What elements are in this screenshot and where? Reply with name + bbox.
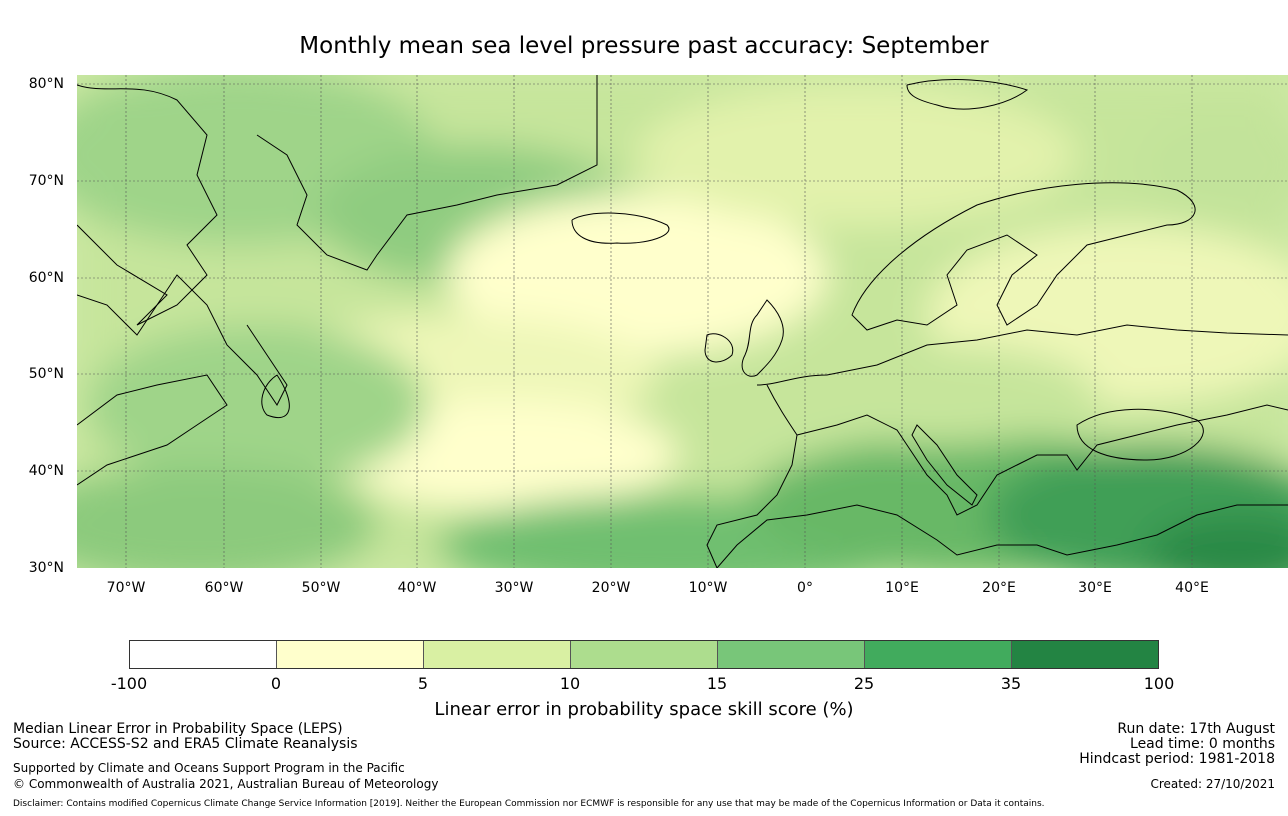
lat-label-60n: 60°N — [28, 270, 64, 286]
lat-label-80n: 80°N — [28, 76, 64, 92]
skill-shading — [77, 75, 1288, 568]
lat-label-40n: 40°N — [28, 463, 64, 479]
lon-label-40e: 40°E — [1175, 580, 1209, 596]
coast-canada — [77, 84, 218, 326]
lon-label-70w: 70°W — [106, 580, 146, 596]
lon-label-50w: 50°W — [301, 580, 341, 596]
footer-copyright: © Commonwealth of Australia 2021, Austra… — [13, 777, 439, 791]
coastlines — [77, 75, 1288, 568]
coast-nova-scotia — [77, 374, 228, 486]
lon-label-30e: 30°E — [1078, 580, 1112, 596]
coast-iberia — [706, 384, 798, 568]
footer-leps: Median Linear Error in Probability Space… — [13, 721, 343, 737]
footer-supported: Supported by Climate and Oceans Support … — [13, 761, 405, 775]
colorbar-tick: -100 — [110, 674, 148, 693]
colorbar — [129, 640, 1159, 669]
skill-score-map — [77, 75, 1288, 568]
colorbar-segment — [571, 641, 718, 668]
lon-label-0: 0° — [797, 580, 813, 596]
footer-lead-time: Lead time: 0 months — [1130, 736, 1275, 752]
footer-source: Source: ACCESS-S2 and ERA5 Climate Reana… — [13, 736, 358, 752]
lon-label-20e: 20°E — [982, 580, 1016, 596]
colorbar-tick: 5 — [417, 674, 429, 693]
coast-europe-mainland — [756, 324, 1288, 386]
lat-label-50n: 50°N — [28, 366, 64, 382]
lat-label-70n: 70°N — [28, 173, 64, 189]
footer-created: Created: 27/10/2021 — [1150, 777, 1275, 791]
colorbar-segment — [277, 641, 424, 668]
map-canvas — [77, 75, 1288, 568]
footer-run-date: Run date: 17th August — [1117, 721, 1275, 737]
disclaimer: Disclaimer: Contains modified Copernicus… — [13, 799, 1045, 809]
colorbar-tick: 25 — [853, 674, 875, 693]
lon-label-40w: 40°W — [397, 580, 437, 596]
colorbar-tick: 0 — [270, 674, 282, 693]
colorbar-label: Linear error in probability space skill … — [434, 699, 854, 720]
lon-label-60w: 60°W — [204, 580, 244, 596]
colorbar-segment — [1012, 641, 1158, 668]
coast-scandinavia — [851, 182, 1196, 331]
lon-label-20w: 20°W — [591, 580, 631, 596]
lon-label-10w: 10°W — [688, 580, 728, 596]
coast-labrador — [77, 274, 288, 406]
coast-newfoundland — [261, 374, 290, 419]
colorbar-tick: 100 — [1143, 674, 1175, 693]
colorbar-tick: 35 — [1000, 674, 1022, 693]
graticule — [77, 75, 1288, 568]
colorbar-segment — [865, 641, 1012, 668]
lon-label-30w: 30°W — [494, 580, 534, 596]
footer-hindcast: Hindcast period: 1981-2018 — [1079, 751, 1275, 767]
colorbar-tick: 15 — [706, 674, 728, 693]
colorbar-segment — [130, 641, 277, 668]
coast-africa-north — [716, 504, 1288, 568]
colorbar-segment — [718, 641, 865, 668]
coast-mediterranean-north — [796, 404, 1288, 516]
coast-iceland — [571, 212, 670, 244]
coast-black-sea — [1076, 408, 1204, 461]
lon-label-10e: 10°E — [885, 580, 919, 596]
coast-british-isles — [704, 299, 784, 377]
coast-greenland — [256, 75, 598, 271]
colorbar-segment — [424, 641, 571, 668]
lat-label-30n: 30°N — [28, 560, 64, 576]
coast-svalbard — [906, 79, 1029, 110]
coast-italy — [911, 424, 978, 506]
map-title: Monthly mean sea level pressure past acc… — [299, 33, 989, 59]
colorbar-tick: 10 — [559, 674, 581, 693]
